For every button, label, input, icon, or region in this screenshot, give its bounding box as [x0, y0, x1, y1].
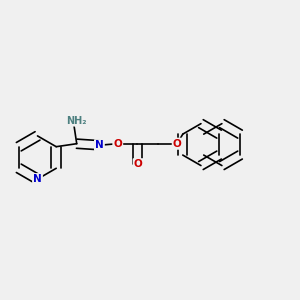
Text: O: O: [173, 139, 182, 149]
Text: O: O: [134, 159, 142, 169]
Text: NH₂: NH₂: [66, 116, 86, 126]
Text: N: N: [33, 174, 42, 184]
Text: N: N: [95, 140, 104, 150]
Text: O: O: [113, 139, 122, 149]
